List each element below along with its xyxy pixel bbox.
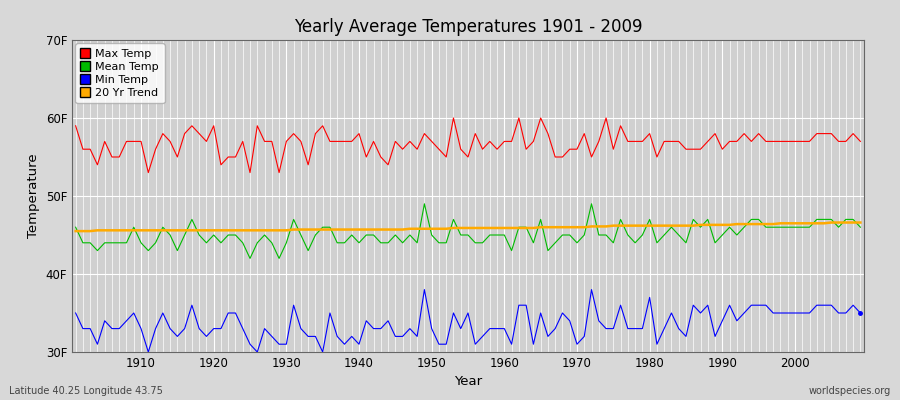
Legend: Max Temp, Mean Temp, Min Temp, 20 Yr Trend: Max Temp, Mean Temp, Min Temp, 20 Yr Tre… xyxy=(76,43,165,103)
Text: worldspecies.org: worldspecies.org xyxy=(809,386,891,396)
Text: Latitude 40.25 Longitude 43.75: Latitude 40.25 Longitude 43.75 xyxy=(9,386,163,396)
Y-axis label: Temperature: Temperature xyxy=(27,154,40,238)
Title: Yearly Average Temperatures 1901 - 2009: Yearly Average Temperatures 1901 - 2009 xyxy=(293,18,643,36)
X-axis label: Year: Year xyxy=(454,376,482,388)
